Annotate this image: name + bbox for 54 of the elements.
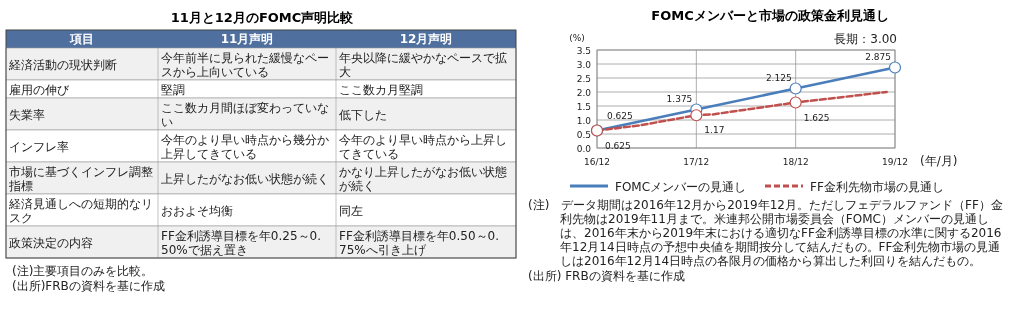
- y-tick-label: 0.0: [576, 143, 592, 154]
- text: 11月と12月のFOMC声明比較: [170, 10, 355, 25]
- y-axis-title: (%): [569, 33, 585, 43]
- text: かなり上昇したがなお低い状態が続く: [339, 164, 507, 193]
- x-axis-title: (年/月): [920, 154, 958, 168]
- y-tick-label: 3.0: [576, 59, 592, 70]
- text: 低下した: [339, 107, 387, 122]
- y-tick-label: 1.5: [576, 101, 591, 112]
- category-label: 11月声明: [220, 32, 274, 46]
- category-label: 12月声明: [399, 32, 453, 46]
- text: ここ数カ月間ほぼ変わっていない: [161, 100, 329, 129]
- text: ここ数カ月堅調: [339, 82, 423, 97]
- text: (注) データ期間は2016年12月から2019年12月。ただしフェデラルファンド（FF）金利先物は2019年11月まで。米連邦公開市場委員会（FOMC）メンバーの見通しは、2016年末から2019年末における適切なFF金利誘導目標の水準に関する2016年12月14日時点の予想中央値を期間按分して結んだもの。FF金利先物市場の見通しは2016年12月14日時点の各限月の価格から算出した利回りを結んだもの。: [528, 198, 1004, 268]
- data-label: 1.625: [803, 112, 830, 123]
- text: おおよそ均衡: [161, 203, 233, 218]
- x-tick-label: 16/12: [584, 157, 610, 167]
- text: 年央以降に緩やかなペースで拡大: [339, 50, 507, 79]
- y-tick-label: 3.5: [576, 45, 591, 56]
- category-label: 失業率: [9, 107, 45, 122]
- x-tick-label: 19/12: [882, 157, 908, 167]
- data-label: 0.625: [605, 140, 631, 151]
- category-label: 経済見通しへの短期的なリスク: [9, 196, 153, 225]
- text: 同左: [339, 203, 363, 218]
- legend-label: FOMCメンバーの見通し: [615, 179, 747, 194]
- text: (出所)FRBの資料を基に作成: [12, 279, 166, 293]
- chart-title: FOMCメンバーと市場の政策金利見通し: [651, 8, 889, 23]
- text: 今年のより早い時点から幾分か上昇してきている: [161, 132, 329, 161]
- legend-label: FF金利先物市場の見通し: [810, 179, 944, 194]
- text: 堅調: [161, 82, 185, 97]
- x-tick-label: 18/12: [782, 157, 809, 167]
- data-label: 1.375: [666, 93, 693, 104]
- category-label: 項目: [69, 32, 94, 46]
- category-label: 経済活動の現状判断: [9, 57, 117, 72]
- text: FF金利誘導目標を年0.25～0.50%で据え置き: [161, 228, 321, 257]
- data-label: 1.17: [704, 125, 725, 136]
- y-tick-label: 2.5: [576, 73, 591, 84]
- text: (注)主要項目のみを比較。: [12, 264, 155, 278]
- y-tick-label: 1.0: [576, 115, 592, 126]
- text: FF金利誘導目標を年0.50～0.75%へ引き上げ: [339, 228, 499, 257]
- category-label: 市場に基づくインフレ調整指標: [9, 164, 153, 193]
- text: 今年前半に見られた緩慢なペースから上向いている: [161, 50, 329, 79]
- text: (出所) FRBの資料を基に作成: [528, 269, 686, 283]
- data-label: 2.875: [865, 51, 891, 62]
- category-label: インフレ率: [9, 139, 69, 154]
- category-label: 政策決定の内容: [9, 235, 93, 250]
- y-tick-label: 2.0: [576, 87, 592, 98]
- category-label: 雇用の伸び: [9, 82, 69, 97]
- data-label: 2.125: [765, 72, 792, 83]
- text: 上昇したがなお低い状態が続く: [161, 171, 329, 186]
- text: 今年のより早い時点から上昇してきている: [339, 132, 507, 161]
- data-label: 0.625: [607, 110, 633, 121]
- x-tick-label: 17/12: [683, 157, 710, 167]
- y-tick-label: 0.5: [576, 129, 591, 140]
- text: 長期：3.00: [834, 32, 897, 46]
